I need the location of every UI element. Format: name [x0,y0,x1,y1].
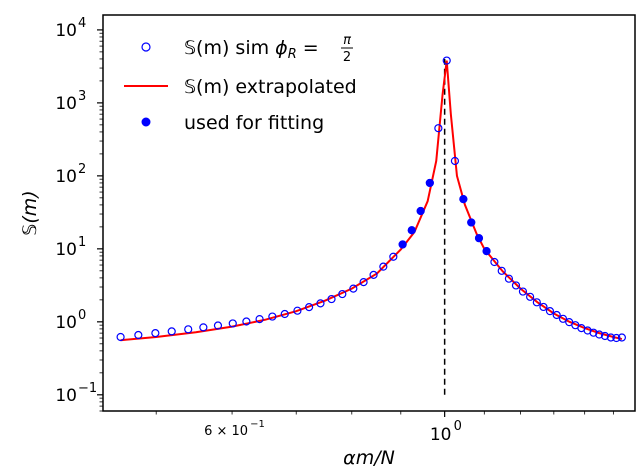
legend-label-fitting: used for fitting [184,112,324,134]
y-tick-exponent: 3 [78,89,86,104]
legend: 𝕊(m) sim ϕR = π 2 𝕊(m) extrapolated used fo… [124,33,357,134]
data-point-sim [450,156,460,166]
legend-label-extrapolated: 𝕊(m) extrapolated [184,76,357,98]
plot-frame [102,14,636,412]
data-point-sim [327,294,336,304]
y-tick-exponent: 0 [78,308,86,323]
y-tick-exponent: −1 [78,381,97,396]
data-point-sim [199,323,208,332]
data-point-sim [434,124,443,133]
y-tick-label: 10 [55,21,77,41]
x-tick-label: 10 [430,425,452,445]
legend-label-sim: 𝕊(m) sim ϕR = [184,37,319,62]
y-tick-label: 10 [55,240,77,260]
data-point-sim [359,278,368,287]
data-point-sim [532,298,541,307]
data-point-fitting [459,195,468,204]
data-point-sim [228,319,237,328]
legend-frac-numerator: π [343,33,351,48]
x-tick-label: 6 × 10 [204,424,248,439]
x-tick-exponent: −1 [250,419,265,430]
x-tick-exponent: 0 [454,419,462,434]
data-point-sim [268,312,277,321]
data-point-fitting [398,240,407,249]
legend-marker-sim [141,42,151,52]
data-point-sim [379,262,388,271]
data-point-sim [369,270,378,279]
data-point-sim [442,56,451,65]
data-point-sim [280,309,289,319]
data-point-sim [617,333,626,342]
data-point-sim [504,274,514,283]
data-point-sim [338,289,347,299]
data-point-sim [490,257,499,267]
data-point-sim [134,330,143,340]
y-tick-label: 10 [55,313,77,333]
data-point-sim [552,310,561,320]
data-point-sim [612,333,621,343]
data-point-sim [389,252,398,261]
data-point-sim [316,299,325,308]
legend-marker-fitting [141,117,151,127]
data-point-sim [558,314,568,323]
data-point-sim [606,333,615,342]
data-point-fitting [474,234,483,243]
y-tick-exponent: 2 [78,162,86,177]
data-point-sim [589,328,598,337]
data-point-fitting [467,218,476,227]
data-point-sim [213,321,223,330]
data-point-sim [293,306,302,315]
data-point-sim [526,292,535,301]
data-point-sim [511,281,521,290]
data-point-fitting [425,178,434,187]
data-point-sim [304,303,314,312]
y-tick-exponent: 4 [78,16,86,31]
data-point-fitting [482,247,491,256]
data-point-sim [539,302,548,312]
data-point-sim [349,284,358,293]
data-point-sim [184,325,193,334]
y-tick-exponent: 1 [78,235,86,250]
data-point-sim [545,307,555,316]
y-axis-label: 𝕊(m) [19,190,41,235]
y-tick-label: 10 [55,167,77,187]
legend-frac-denominator: 2 [343,50,351,65]
data-point-sim [518,287,528,296]
x-axis-label: αm/N [343,447,395,469]
data-point-fitting [416,207,425,216]
data-point-sim [595,330,604,339]
data-point-sim [600,331,610,341]
data-point-sim [151,329,160,338]
data-point-sim [116,332,125,342]
data-point-sim [167,327,176,336]
series-line-extrapolated [120,60,623,342]
y-tick-label: 10 [55,386,77,406]
y-tick-label: 10 [55,94,77,114]
data-point-sim [242,317,251,326]
series-layer [116,56,626,395]
data-point-sim [255,314,264,324]
data-point-fitting [407,226,416,235]
data-point-sim [497,266,506,275]
